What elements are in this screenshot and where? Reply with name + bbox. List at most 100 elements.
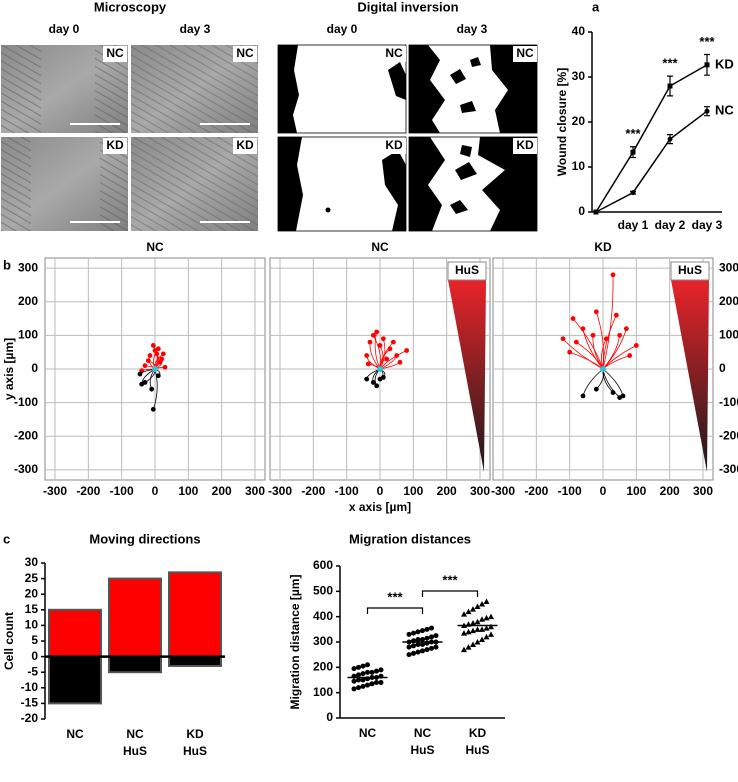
track-end — [567, 349, 573, 355]
track-end — [590, 332, 596, 338]
y-tick-label: 0 — [326, 710, 333, 724]
dot — [474, 618, 481, 625]
dot — [488, 613, 494, 620]
y-tick-label: -5 — [27, 664, 38, 678]
significance: *** — [442, 572, 458, 587]
chart-title: Moving directions — [89, 531, 200, 546]
dot — [351, 678, 357, 684]
dot — [465, 608, 472, 615]
dot — [415, 629, 421, 635]
dot — [356, 677, 361, 683]
bar — [168, 571, 222, 658]
y-tick-label: 300 — [18, 260, 38, 274]
bar — [108, 655, 162, 674]
panel-title: Digital inversion — [357, 0, 458, 14]
gradient-wedge — [671, 280, 709, 472]
y-tick-label: 300 — [313, 634, 333, 648]
marker — [593, 209, 599, 215]
dot — [474, 626, 481, 632]
marker — [667, 136, 673, 142]
y-tick-label: 200 — [313, 660, 333, 674]
dot — [351, 666, 357, 672]
dot — [429, 634, 434, 640]
track-end — [139, 381, 145, 387]
track-end — [377, 343, 383, 348]
series-label: NC — [715, 103, 734, 118]
track-end — [364, 353, 370, 358]
y-tick-label: 30 — [572, 69, 586, 83]
dot — [470, 641, 476, 648]
image-tag: NC — [516, 46, 534, 60]
x-tick-label: -200 — [301, 484, 325, 498]
dot — [406, 631, 412, 637]
y-tick-label: -200 — [14, 428, 38, 442]
dot — [365, 669, 370, 675]
track-end — [593, 386, 599, 392]
track-end — [580, 393, 586, 399]
track-end — [137, 371, 143, 377]
dot — [479, 636, 485, 642]
track-end — [593, 309, 599, 315]
x-tick-label: -300 — [268, 484, 292, 498]
dot — [356, 664, 361, 670]
x-tick-label: NC — [66, 727, 84, 741]
x-tick-label: 200 — [660, 484, 680, 498]
x-tick-label: 300 — [470, 484, 490, 498]
chart-title: NC — [371, 240, 389, 254]
y-tick-label: 20 — [25, 586, 39, 600]
y-tick-label: -100 — [719, 395, 738, 409]
dot — [433, 633, 439, 639]
dot — [360, 683, 366, 689]
series-line — [595, 64, 708, 213]
chart-title: KD — [594, 240, 612, 254]
y-tick-label: 5 — [31, 633, 38, 647]
track-end — [157, 359, 163, 365]
dot — [360, 677, 366, 683]
y-tick-label: 15 — [25, 602, 39, 616]
dot — [356, 685, 361, 691]
dot — [483, 633, 490, 640]
dot — [488, 623, 494, 630]
series-label: KD — [715, 56, 734, 71]
track-end — [370, 332, 376, 338]
y-tick-label: 25 — [25, 571, 39, 585]
dot — [429, 625, 434, 631]
track — [562, 338, 604, 370]
gradient-label: HuS — [455, 263, 479, 277]
dot — [360, 663, 366, 669]
column-label: day 3 — [457, 22, 488, 36]
y-tick-label: 500 — [313, 584, 333, 598]
y-tick-label: 10 — [572, 159, 586, 173]
x-tick-label: day 1 — [618, 218, 649, 232]
dot — [479, 616, 485, 622]
image-tag: NC — [385, 46, 403, 60]
dot — [465, 644, 472, 650]
marker — [667, 83, 673, 89]
track-end — [580, 326, 586, 332]
gradient-label: HuS — [678, 263, 702, 277]
inversion-images — [277, 44, 538, 232]
dot — [420, 636, 425, 642]
y-axis-label: Cell count — [2, 612, 16, 670]
x-tick-label: -100 — [558, 484, 582, 498]
track — [602, 335, 621, 370]
dot — [461, 611, 467, 617]
track — [602, 315, 617, 370]
x-tick-label: 200 — [437, 484, 457, 498]
x-tick-label: -200 — [524, 484, 548, 498]
x-tick-label: -100 — [110, 484, 134, 498]
dot — [424, 635, 430, 641]
track — [572, 318, 604, 370]
dot — [415, 649, 421, 655]
track-end — [374, 329, 380, 335]
track-end — [364, 376, 370, 382]
y-tick-label: 200 — [18, 294, 38, 308]
track-end — [610, 272, 616, 278]
x-tick-label: 100 — [626, 484, 646, 498]
dot — [433, 644, 439, 650]
x-tick-label: NC HuS — [411, 726, 435, 757]
y-tick-label: 400 — [313, 609, 333, 623]
dot — [420, 642, 425, 648]
x-tick-label: 0 — [600, 484, 607, 498]
